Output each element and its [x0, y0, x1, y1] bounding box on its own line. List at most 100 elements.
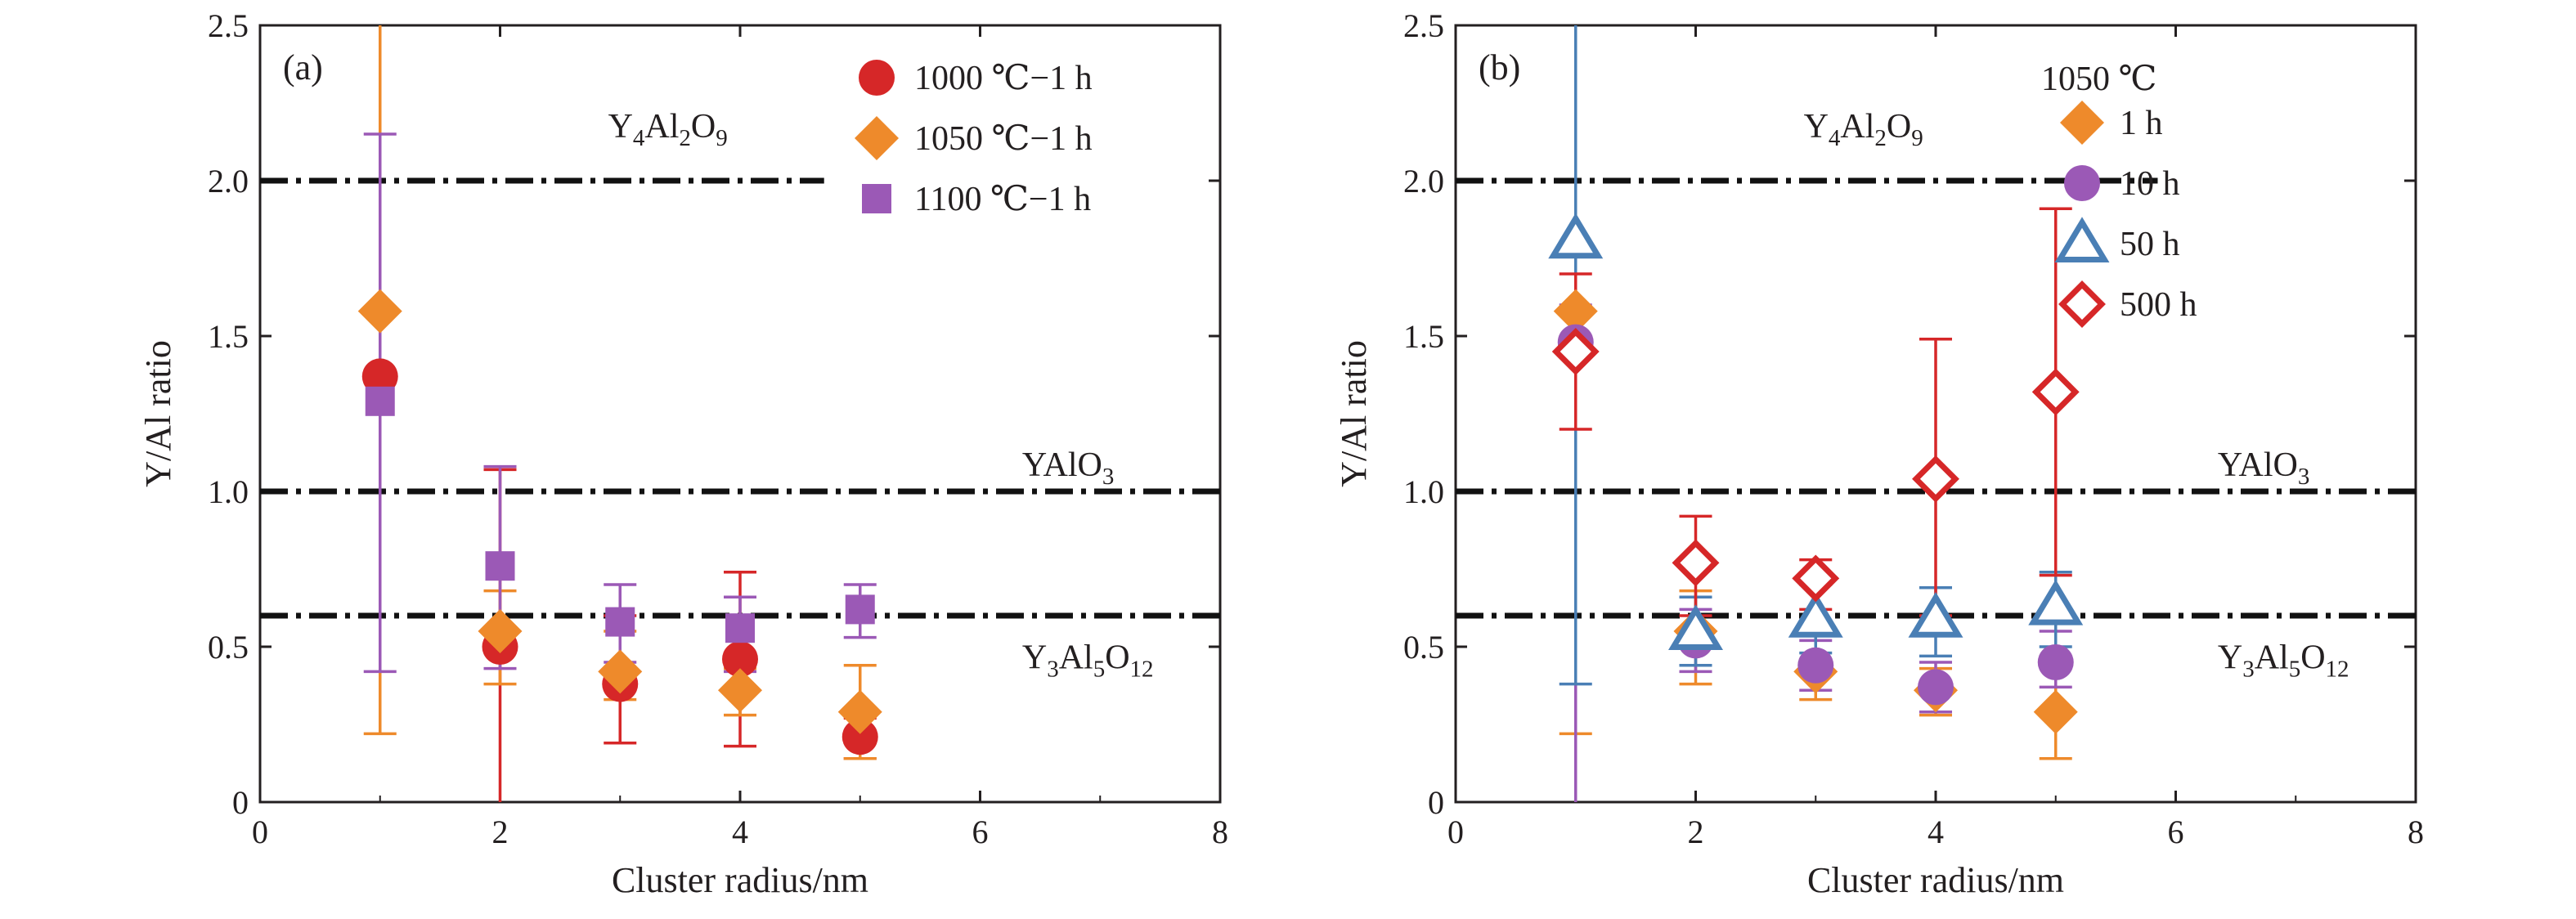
y-tick-label: 2.0	[1403, 163, 1444, 199]
series-2-points	[1557, 324, 2074, 706]
phase-label-part: YAlO	[1022, 446, 1102, 484]
phase-label-part: O	[691, 108, 716, 146]
data-point	[845, 594, 875, 625]
data-point	[837, 689, 882, 734]
phase-label-part: Y	[2218, 639, 2242, 677]
phase-label-part: 3	[2242, 657, 2255, 683]
y-tick-label: 0.5	[1403, 629, 1444, 666]
series-3	[363, 132, 877, 674]
phase-label-part: YAlO	[2218, 446, 2298, 484]
data-point	[357, 289, 402, 334]
data-point	[1792, 554, 1840, 603]
legend-entry: 1 h	[2120, 105, 2163, 142]
legend-entry: 1000 ℃−1 h	[914, 60, 1093, 97]
phase-label: Y4Al2O9	[608, 108, 728, 151]
data-point	[2037, 644, 2074, 680]
y-tick-label: 1.5	[208, 318, 249, 355]
x-tick-label: 8	[1212, 814, 1228, 850]
data-point	[605, 607, 635, 637]
legend-marker	[859, 60, 895, 96]
legend-marker	[2054, 217, 2110, 262]
data-point	[1912, 455, 1959, 503]
phase-label-part: Al	[1840, 108, 1874, 146]
data-point	[1797, 647, 1834, 684]
data-point	[2028, 579, 2084, 625]
phase-label-part: Al	[1059, 639, 1093, 677]
panel-b-chart: 0 2 4 6 8 0 0.5 1.0 1.5 2.0 2.5 Cluster radius/nm Y/…	[1334, 7, 2424, 900]
x-tick-label: 2	[1688, 814, 1704, 850]
y-tick-label: 0	[1428, 784, 1444, 821]
data-point	[365, 386, 395, 416]
series-2	[1559, 303, 2072, 802]
data-point	[361, 358, 398, 395]
x-tick-label: 0	[1447, 814, 1464, 850]
legend-marker	[862, 184, 891, 213]
x-tick-label: 4	[1928, 814, 1944, 850]
y-tick-label: 2.5	[208, 7, 249, 44]
x-tick-label: 6	[2168, 814, 2184, 850]
data-point	[485, 551, 515, 581]
phase-label-part: 9	[716, 125, 728, 151]
legend-marker	[2064, 165, 2100, 201]
x-tick-label: 2	[492, 814, 509, 850]
phase-label-part: 3	[1102, 464, 1115, 490]
phase-label-part: 3	[2298, 464, 2310, 490]
legend-marker	[855, 116, 899, 160]
phase-label-part: O	[2300, 639, 2325, 677]
phase-label: Y3Al5O12	[1022, 639, 1154, 683]
panel-a-chart: 0 2 4 6 8 0 0.5 1.0 1.5 2.0 2.5 Cluster radius/nm Y/…	[138, 7, 1228, 900]
phase-label-part: 12	[2326, 657, 2349, 683]
legend-entry: 1100 ℃−1 h	[914, 181, 1091, 218]
data-point	[841, 719, 878, 755]
data-point	[1788, 591, 1843, 638]
series-1	[483, 468, 877, 802]
data-point	[1672, 539, 1720, 587]
panel-label: (b)	[1479, 47, 1520, 87]
legend-marker	[2060, 101, 2104, 145]
x-tick-label: 8	[2408, 814, 2424, 850]
y-tick-label: 1.5	[1403, 318, 1444, 355]
y-tick-label: 0.5	[208, 629, 249, 666]
data-point	[725, 613, 755, 643]
y-tick-label: 2.0	[208, 163, 249, 199]
series-2-points	[357, 289, 882, 734]
phase-label-part: 3	[1047, 657, 1059, 683]
x-axis-label: Cluster radius/nm	[1807, 860, 2064, 900]
data-point	[722, 641, 758, 678]
phase-label-part: 2	[1874, 125, 1887, 151]
phase-label-part: O	[1105, 639, 1129, 677]
series-4-points	[1551, 328, 2080, 603]
data-point	[1918, 669, 1954, 706]
phase-label: YAlO3	[2218, 446, 2310, 490]
data-point	[478, 609, 523, 653]
y-tick-label: 2.5	[1403, 7, 1444, 44]
phase-label: Y3Al5O12	[2218, 639, 2349, 683]
legend: 1000 ℃−1 h 1050 ℃−1 h 1100 ℃−1 h	[855, 60, 1093, 218]
phase-label-part: 5	[2289, 657, 2301, 683]
phase-label-part: Al	[2255, 639, 2289, 677]
data-point	[1551, 328, 1600, 375]
phase-label-part: O	[1887, 108, 1911, 146]
legend-marker	[2058, 280, 2106, 328]
legend-title: 1050 ℃	[2041, 61, 2156, 98]
x-tick-label: 4	[732, 814, 748, 850]
phase-label-part: Al	[644, 108, 679, 146]
data-point	[718, 668, 762, 713]
series-3-points	[365, 386, 875, 643]
legend-entry: 50 h	[2120, 226, 2180, 263]
series-4	[1559, 207, 2072, 617]
data-point	[2031, 368, 2080, 416]
y-tick-label: 1.0	[208, 473, 249, 510]
phase-label-part: Y	[608, 108, 633, 146]
x-tick-label: 6	[972, 814, 989, 850]
phase-label-part: 12	[1130, 657, 1154, 683]
phase-label-part: 4	[1829, 125, 1841, 151]
data-point	[1553, 289, 1598, 334]
legend-entry: 500 h	[2120, 286, 2197, 324]
phase-label: Y4Al2O9	[1804, 108, 1923, 151]
data-point	[1908, 591, 1963, 638]
data-point	[1668, 604, 1723, 650]
legend-entry: 10 h	[2120, 165, 2180, 203]
phase-label-part: 5	[1093, 657, 1106, 683]
